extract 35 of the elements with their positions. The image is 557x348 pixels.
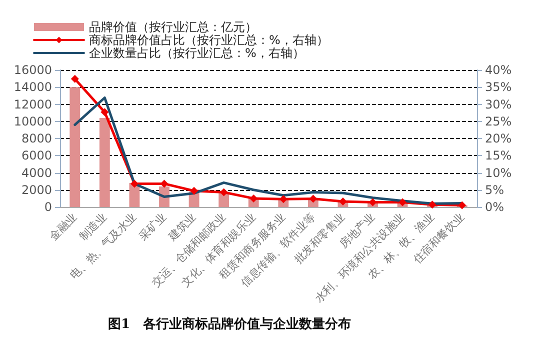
y-tick-label: 16000 [14, 63, 52, 77]
x-tick-label: 采矿业 [136, 210, 169, 243]
y-tick-label: 14000 [14, 80, 52, 94]
point [220, 188, 228, 196]
y2-tick-label: 30% [485, 97, 512, 112]
legend-label: 商标品牌价值占比（按行业汇总：%，右轴） [89, 33, 328, 47]
y-tick-label: 10000 [14, 114, 52, 128]
y-tick-label: 4000 [21, 166, 52, 180]
point [279, 195, 288, 204]
point [338, 198, 347, 206]
point [70, 74, 79, 83]
point [458, 201, 466, 210]
point [428, 200, 436, 209]
point [309, 194, 318, 203]
y2-tick-label: 0% [485, 200, 504, 214]
y2-tick-label: 35% [485, 80, 512, 94]
y2-tick-label: 5% [485, 182, 504, 197]
point [190, 186, 198, 195]
y-tick-label: 12000 [14, 97, 52, 112]
y-tick-label: 2000 [21, 182, 52, 197]
text: 图1 各行业商标品牌价值与企业数量分布 [108, 316, 352, 332]
y-tick-label: 8000 [21, 132, 52, 146]
bar [70, 87, 80, 207]
y2-tick-label: 25% [485, 114, 512, 128]
point [100, 108, 109, 116]
bar [99, 118, 110, 207]
y2-tick-label: 40% [485, 63, 512, 77]
point [130, 180, 138, 188]
y2-tick-label: 10% [485, 166, 512, 180]
y2-tick-label: 20% [485, 132, 512, 146]
legend-label: 企业数量占比（按行业汇总：%，右轴） [89, 46, 304, 60]
y2-tick-label: 15% [485, 148, 512, 163]
point [398, 198, 407, 206]
legend-label: 品牌价值（按行业汇总：亿元） [89, 20, 257, 34]
y-tick-label: 6000 [21, 148, 52, 163]
